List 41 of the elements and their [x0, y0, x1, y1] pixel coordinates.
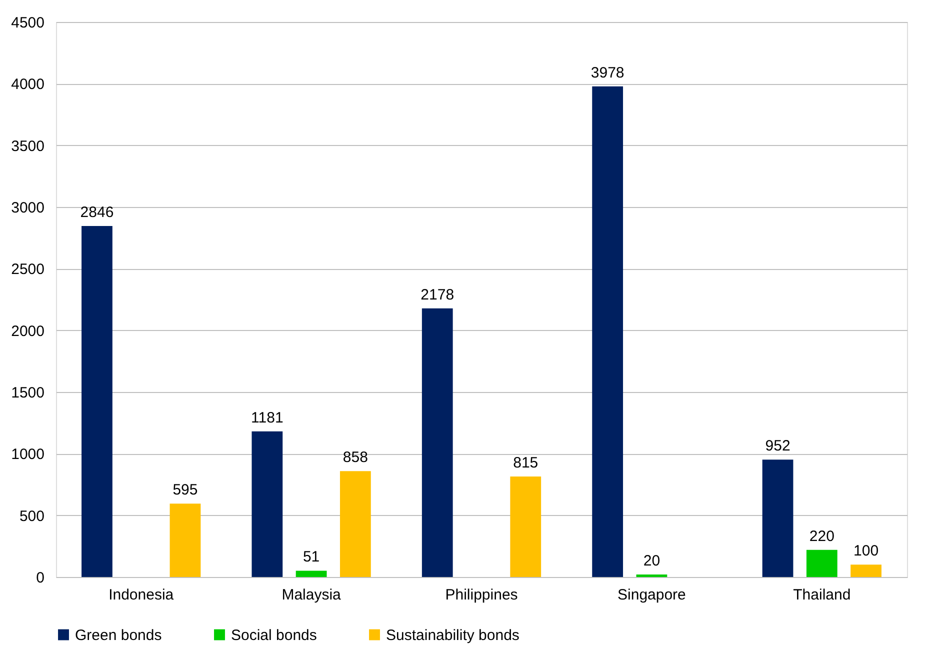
- y-tick-label: 2000: [11, 322, 44, 340]
- y-tick-label: 4000: [11, 76, 44, 94]
- bar: [762, 460, 794, 577]
- bar: [170, 504, 201, 577]
- bar: [82, 226, 112, 577]
- data-label: 2846: [80, 204, 114, 221]
- x-tick-label: Thailand: [793, 586, 851, 604]
- y-tick-label: 3000: [11, 200, 44, 216]
- data-label: 100: [854, 542, 879, 560]
- bar: [252, 431, 283, 577]
- bar: [806, 550, 838, 577]
- y-tick-label: 1000: [11, 446, 44, 464]
- data-label: 858: [342, 449, 368, 466]
- bar: [592, 86, 624, 577]
- data-label: 3978: [590, 64, 624, 82]
- legend-label: Green bonds: [75, 626, 162, 644]
- x-tick-label: Singapore: [618, 586, 686, 604]
- data-label: 1181: [251, 409, 284, 426]
- bar: [510, 476, 542, 577]
- data-label: 51: [302, 548, 320, 566]
- x-tick-label: Philippines: [445, 586, 518, 604]
- bar: [422, 308, 453, 577]
- y-tick-label: 3500: [11, 138, 44, 155]
- y-tick-label: 4500: [11, 14, 44, 32]
- x-tick-label: Malaysia: [282, 586, 342, 604]
- data-label: 20: [643, 552, 660, 570]
- y-tick-label: 1500: [11, 384, 44, 402]
- legend-label: Sustainability bonds: [386, 626, 520, 644]
- data-label: 2178: [420, 286, 454, 304]
- data-label: 595: [172, 482, 198, 499]
- y-tick-label: 0: [36, 570, 44, 586]
- x-tick-label: Indonesia: [108, 586, 174, 604]
- bar: [296, 570, 327, 577]
- data-label: 952: [765, 438, 790, 455]
- bar: [850, 564, 882, 577]
- legend-label: Social bonds: [231, 626, 317, 644]
- data-label: 815: [513, 454, 538, 472]
- y-tick-label: 500: [19, 508, 44, 525]
- y-tick-label: 2500: [11, 261, 44, 278]
- data-label: 220: [809, 528, 834, 545]
- bar: [340, 471, 371, 577]
